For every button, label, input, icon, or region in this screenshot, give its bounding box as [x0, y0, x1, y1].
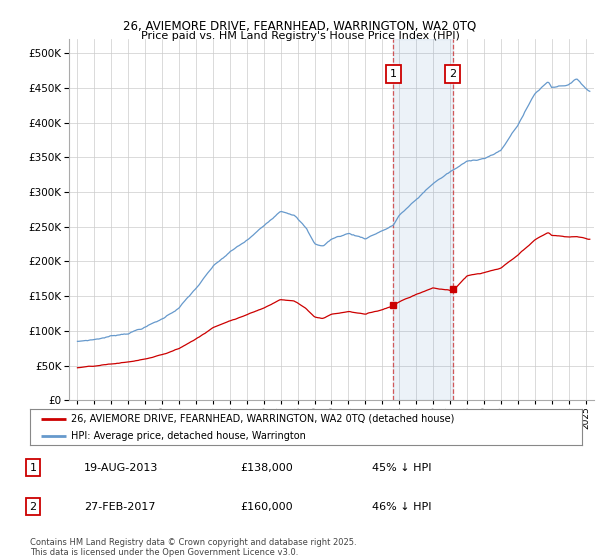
Text: 1: 1: [389, 69, 397, 79]
Text: 46% ↓ HPI: 46% ↓ HPI: [372, 502, 431, 512]
Text: 27-FEB-2017: 27-FEB-2017: [84, 502, 155, 512]
Text: 2: 2: [29, 502, 37, 512]
Text: 26, AVIEMORE DRIVE, FEARNHEAD, WARRINGTON, WA2 0TQ: 26, AVIEMORE DRIVE, FEARNHEAD, WARRINGTO…: [124, 20, 476, 32]
Text: 45% ↓ HPI: 45% ↓ HPI: [372, 463, 431, 473]
Text: 1: 1: [29, 463, 37, 473]
Text: £160,000: £160,000: [240, 502, 293, 512]
Text: £138,000: £138,000: [240, 463, 293, 473]
Text: 2: 2: [449, 69, 457, 79]
Bar: [393, 39, 453, 400]
Text: 19-AUG-2013: 19-AUG-2013: [84, 463, 158, 473]
Text: Contains HM Land Registry data © Crown copyright and database right 2025.
This d: Contains HM Land Registry data © Crown c…: [30, 538, 356, 557]
Text: Price paid vs. HM Land Registry's House Price Index (HPI): Price paid vs. HM Land Registry's House …: [140, 31, 460, 41]
Text: 26, AVIEMORE DRIVE, FEARNHEAD, WARRINGTON, WA2 0TQ (detached house): 26, AVIEMORE DRIVE, FEARNHEAD, WARRINGTO…: [71, 414, 455, 424]
Text: HPI: Average price, detached house, Warrington: HPI: Average price, detached house, Warr…: [71, 431, 306, 441]
